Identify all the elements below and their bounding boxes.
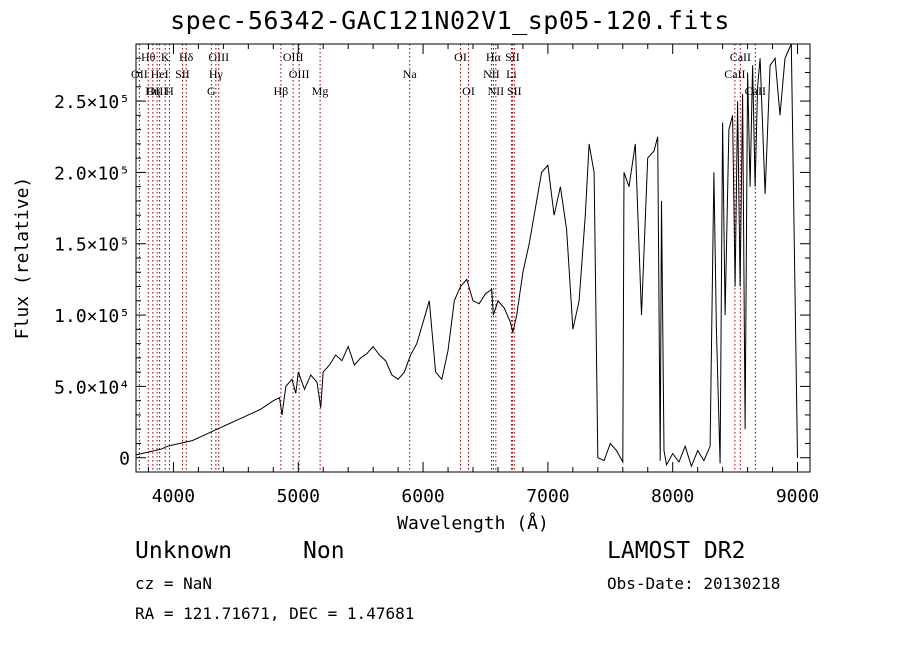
spectral-line-label: Hθ — [141, 50, 156, 64]
spectrum-series — [135, 43, 798, 468]
x-axis-label: Wavelength (Å) — [397, 512, 549, 534]
y-axis-label: Flux (relative) — [12, 177, 33, 340]
chart-title: spec-56342-GAC121N02V1_sp05-120.fits — [170, 6, 730, 35]
y-tick-label: 5.0×10⁴ — [54, 377, 130, 398]
spectral-line-label: CaII — [745, 84, 766, 98]
y-tick-label: 2.5×10⁵ — [54, 92, 130, 113]
spectral-line-label: SII — [175, 67, 190, 81]
x-axis: 4000 5000 6000 7000 8000 9000 — [147, 44, 819, 507]
survey-name: LAMOST DR2 — [607, 538, 746, 564]
x-tick-label: 6000 — [401, 486, 444, 507]
redshift-cz: cz = NaN — [135, 574, 213, 593]
x-tick-label: 9000 — [776, 486, 819, 507]
x-tick-label: 4000 — [152, 486, 195, 507]
spectral-line-label: G — [207, 84, 216, 98]
spectral-line-label: OIII — [283, 50, 304, 64]
y-axis: 0 5.0×10⁴ 1.0×10⁵ 1.5×10⁵ 2.0×10⁵ 2.5×10⁵ — [54, 57, 810, 470]
spectral-line-label: OII — [131, 67, 148, 81]
spectrum-line — [135, 43, 798, 468]
spectral-line-label: Hη — [145, 84, 160, 98]
x-tick-label: 5000 — [277, 486, 320, 507]
spectral-line-label: Hγ — [209, 67, 224, 81]
spectral-line-label: NII — [483, 67, 500, 81]
observation-date: Obs-Date: 20130218 — [607, 574, 781, 593]
x-tick-label: 8000 — [651, 486, 694, 507]
x-tick-label: 7000 — [526, 486, 569, 507]
y-tick-label: 2.0×10⁵ — [54, 163, 130, 184]
spectral-line-label: OIII — [208, 50, 229, 64]
spectral-line-label: H — [165, 84, 174, 98]
spectral-line-label: Hα — [486, 50, 502, 64]
spectral-line-label: Li — [506, 67, 517, 81]
spectral-line-label: OI — [462, 84, 475, 98]
spectral-line-label: Hβ — [274, 84, 289, 98]
y-tick-label: 0 — [119, 449, 130, 470]
spectral-line-label: Hδ — [179, 50, 194, 64]
spectral-line-label: OIII — [147, 84, 168, 98]
spectral-line-label: NII — [488, 84, 505, 98]
y-tick-label: 1.5×10⁵ — [54, 235, 130, 256]
spectral-line-label: HeI — [151, 67, 169, 81]
spectral-line-label: SII — [507, 84, 522, 98]
spectral-line-label: Mg — [312, 84, 329, 98]
spectral-line-label: Na — [403, 67, 418, 81]
object-subclass: Non — [303, 538, 345, 564]
spectral-line-label: OIII — [289, 67, 310, 81]
coordinates: RA = 121.71671, DEC = 1.47681 — [135, 604, 415, 623]
plot-frame — [135, 43, 811, 473]
spectral-line-label: OI — [454, 50, 467, 64]
object-class: Unknown — [135, 538, 232, 564]
y-tick-label: 1.0×10⁵ — [54, 306, 130, 327]
spectral-line-label: CaII — [730, 50, 751, 64]
spectral-line-label: CaII — [724, 67, 745, 81]
spectral-line-label: SII — [505, 50, 520, 64]
spectral-line-label: K — [161, 50, 170, 64]
